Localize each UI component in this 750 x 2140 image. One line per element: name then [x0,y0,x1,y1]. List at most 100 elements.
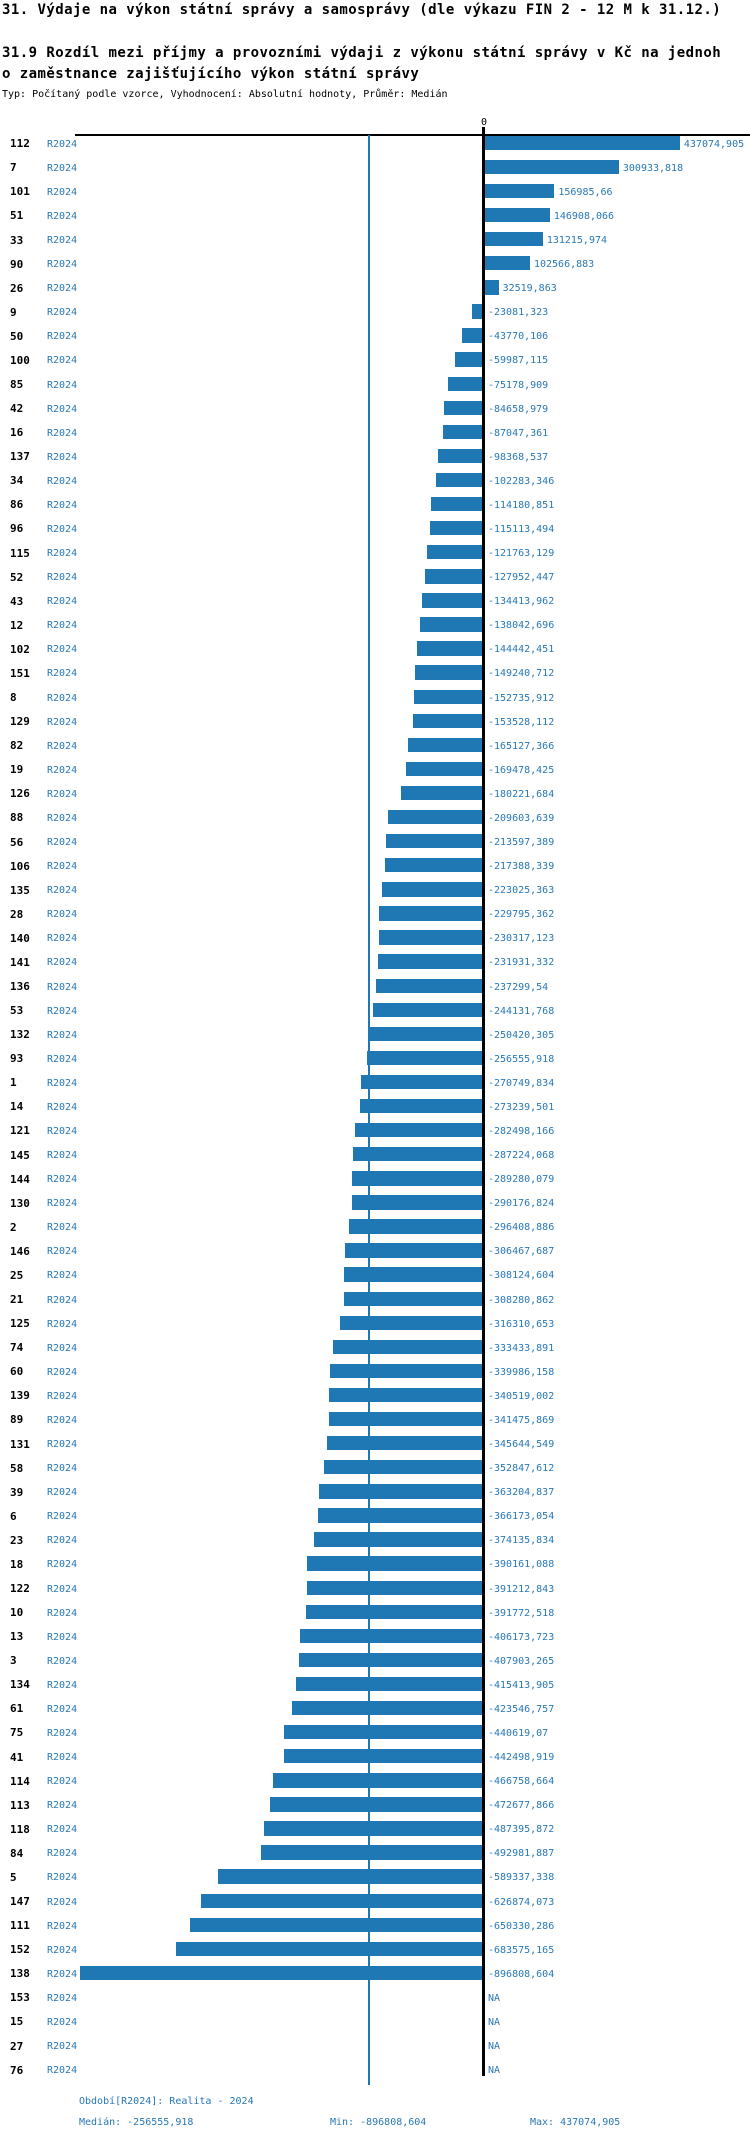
row-value-label: -472677,866 [488,1800,555,1812]
row-period-label: R2024 [47,1318,78,1330]
row-id-label: 42 [10,402,24,416]
row-period-label: R2024 [47,861,78,873]
row-id-label: 132 [10,1028,30,1042]
row-id-label: 100 [10,353,30,367]
row-period-label: R2024 [47,1583,78,1595]
row-bar [424,569,482,584]
row-id-label: 89 [10,1413,24,1427]
row-id-label: 151 [10,666,30,680]
row-bar [436,472,482,488]
row-value-label: -217388,339 [488,861,555,873]
row-id-label: 50 [10,329,24,343]
row-value-label: -308124,604 [488,1270,555,1282]
row-value-label: -407903,265 [488,1655,555,1667]
row-value-label: -43770,106 [488,331,549,343]
row-period-label: R2024 [47,740,78,752]
row-value-label: -84658,979 [488,403,549,415]
footer-max: Max: 437074,905 [530,2117,621,2128]
row-value-label: -115113,494 [488,523,555,535]
row-period-label: R2024 [47,885,78,897]
row-id-label: 3 [10,1654,17,1668]
row-id-label: 144 [10,1172,30,1186]
row-bar [201,1893,482,1908]
row-bar [420,617,482,632]
row-period-label: R2024 [47,1944,78,1956]
row-id-label: 10 [10,1606,24,1620]
row-bar [353,1147,482,1162]
row-value-label: -391772,518 [488,1607,555,1619]
row-id-label: 112 [10,137,30,151]
row-id-label: 27 [10,2039,24,2053]
row-period-label: R2024 [47,1655,78,1667]
row-period-label: R2024 [47,499,78,511]
row-id-label: 18 [10,1557,24,1571]
row-period-label: R2024 [47,2065,78,2077]
row-value-label: -896808,604 [488,1968,555,1980]
row-bar [378,906,482,921]
row-value-label: 300933,818 [622,162,684,174]
row-value-label: -149240,712 [488,668,555,680]
row-value-label: -250420,305 [488,1029,555,1041]
row-id-label: 5 [10,1870,17,1884]
row-id-label: 51 [10,209,24,223]
row-period-label: R2024 [47,981,78,993]
row-id-label: 138 [10,1967,30,1981]
row-bar [343,1267,482,1282]
row-bar [319,1484,482,1499]
row-period-label: R2024 [47,596,78,608]
row-id-label: 121 [10,1124,30,1138]
row-bar [413,689,482,704]
chart-subtitle-line1: 31.9 Rozdíl mezi příjmy a provozními výd… [2,45,722,61]
row-id-label: 136 [10,980,30,993]
row-period-label: R2024 [47,427,78,439]
row-value-label: -87047,361 [488,427,549,439]
row-value-label: -75178,909 [488,379,549,391]
row-bar [175,1941,482,1957]
row-id-label: 96 [10,522,24,536]
row-id-label: 88 [10,811,24,825]
row-period-label: R2024 [47,1824,78,1836]
row-value-label: -415413,905 [488,1679,555,1691]
row-period-label: R2024 [47,764,78,776]
row-bar [351,1195,482,1210]
row-bar [413,713,482,728]
row-period-label: R2024 [47,1222,78,1234]
row-period-label: R2024 [47,283,78,295]
row-bar [307,1556,482,1571]
row-id-label: 8 [10,691,17,705]
row-period-label: R2024 [47,933,78,945]
row-bar [382,882,482,897]
row-id-label: 76 [10,2063,24,2077]
row-id-label: 102 [10,642,30,656]
row-value-label: -98368,537 [488,451,549,463]
row-bar [421,593,482,608]
row-value-label: -290176,824 [488,1198,555,1210]
row-value-label: -442498,919 [488,1752,555,1764]
row-period-label: R2024 [47,1294,78,1306]
footer-min: Min: -896808,604 [330,2117,427,2128]
row-period-label: R2024 [47,403,78,415]
row-value-label: -180221,684 [488,788,555,800]
row-value-label: -363204,837 [488,1487,555,1499]
row-bar [292,1700,482,1716]
row-id-label: 137 [10,450,30,464]
row-value-label: -316310,653 [488,1318,555,1330]
row-bar [329,1363,482,1379]
row-id-label: 25 [10,1268,24,1282]
row-bar [328,1411,482,1427]
row-id-label: 1 [10,1076,17,1090]
row-bar [430,520,482,536]
row-id-label: 9 [10,305,17,319]
row-bar [484,280,499,295]
row-id-label: 58 [10,1461,24,1475]
row-value-label: -138042,696 [488,620,555,632]
row-bar [378,930,482,945]
row-period-label: R2024 [47,2041,78,2053]
row-bar [378,954,482,969]
row-period-label: R2024 [47,1029,78,1041]
row-id-label: 85 [10,378,24,391]
row-bar [372,1002,482,1017]
row-id-label: 135 [10,883,30,897]
row-value-label: 146908,066 [553,210,615,222]
row-id-label: 140 [10,931,30,945]
